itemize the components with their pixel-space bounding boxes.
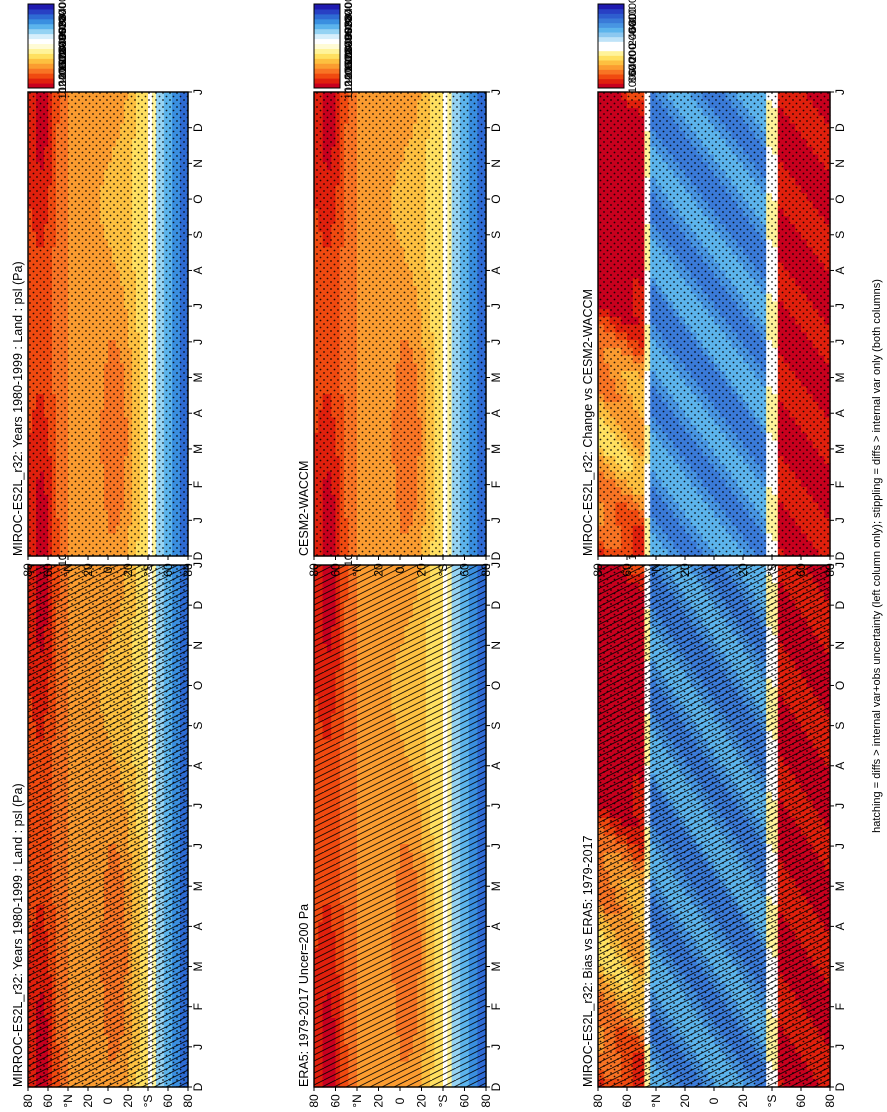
month-label: A <box>191 409 205 417</box>
month-label: M <box>191 881 205 891</box>
colorbar-cell <box>28 63 54 69</box>
lat-label: 60 <box>41 563 55 577</box>
stippling-overlay <box>28 565 188 1087</box>
month-label: J <box>191 803 205 809</box>
colorbar-cell <box>28 78 54 84</box>
month-label: N <box>191 159 205 168</box>
lat-label: 60 <box>161 563 175 577</box>
month-label: J <box>191 339 205 345</box>
month-label: A <box>191 762 205 770</box>
colorbar-cell <box>28 43 54 49</box>
month-label: J <box>191 1044 205 1050</box>
lat-label: °S <box>141 1095 155 1108</box>
lat-label: °N <box>61 1094 75 1107</box>
month-label: D <box>191 123 205 132</box>
lat-label: 80 <box>21 563 35 577</box>
month-label: D <box>191 600 205 609</box>
month-label: D <box>191 1082 205 1091</box>
colorbar-cell <box>28 28 54 35</box>
stippling-overlay <box>28 92 188 556</box>
lat-label: 80 <box>21 1094 35 1108</box>
colorbar-label: 98400 <box>57 0 69 26</box>
colorbar-cell <box>28 58 54 64</box>
month-label: F <box>191 481 205 488</box>
colorbar-cell <box>28 73 54 79</box>
lat-label: 0 <box>101 1097 115 1104</box>
lat-label: 0 <box>101 566 115 573</box>
month-label: N <box>191 641 205 650</box>
colorbar-cell <box>28 4 54 10</box>
lat-label: 20 <box>121 1094 135 1108</box>
colorbar-cell <box>28 38 54 45</box>
lat-label: 80 <box>181 563 195 577</box>
month-label: M <box>191 444 205 454</box>
month-label: S <box>191 231 205 239</box>
month-label: M <box>191 962 205 972</box>
colorbar-cell <box>28 33 54 40</box>
colorbar-cell <box>28 8 54 15</box>
month-label: A <box>191 266 205 274</box>
colorbar-cell <box>28 23 54 30</box>
lat-label: °N <box>61 563 75 576</box>
lat-label: 60 <box>161 1094 175 1108</box>
month-label: D <box>191 551 205 560</box>
month-label: A <box>191 922 205 930</box>
month-label: S <box>191 722 205 730</box>
lat-label: °S <box>141 564 155 577</box>
month-label: O <box>191 681 205 690</box>
colorbar-cell <box>28 13 54 20</box>
month-label: J <box>191 303 205 309</box>
lat-label: 20 <box>81 1094 95 1108</box>
month-label: M <box>191 373 205 383</box>
month-label: J <box>191 517 205 523</box>
colorbar-cell <box>28 68 54 74</box>
colorbar-cell <box>28 53 54 59</box>
panel-title: MIRROC-ES2L_r32: Years 1980-1999 : Land … <box>11 783 25 1087</box>
lat-label: 80 <box>181 1094 195 1108</box>
lat-label: 60 <box>41 1094 55 1108</box>
lat-label: 20 <box>81 563 95 577</box>
colorbar-cell <box>28 18 54 25</box>
month-label: J <box>191 562 205 568</box>
month-label: O <box>191 194 205 203</box>
month-label: J <box>191 843 205 849</box>
lat-label: 20 <box>121 563 135 577</box>
month-label: J <box>191 89 205 95</box>
panel-title: MIROC-ES2L_r32: Years 1980-1999 : Land :… <box>11 261 25 556</box>
month-label: F <box>191 1003 205 1010</box>
colorbar-cell <box>28 48 54 54</box>
